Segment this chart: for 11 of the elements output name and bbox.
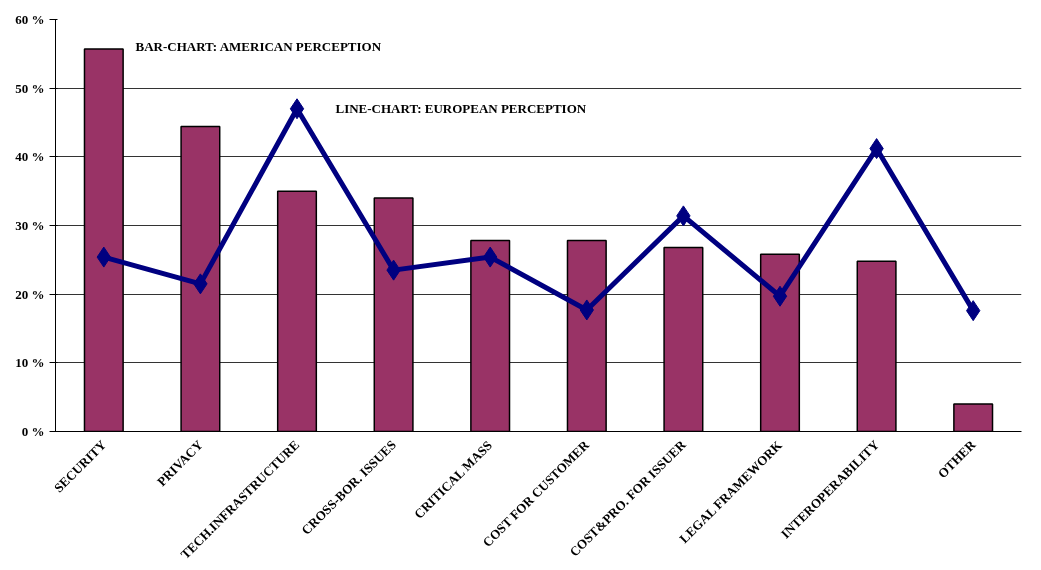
- y-tick-label: 20 %: [15, 286, 45, 302]
- annotation: BAR-CHART: AMERICAN PERCEPTION: [135, 38, 382, 54]
- y-tick-label: 30 %: [15, 218, 45, 233]
- y-tick-label: 40 %: [15, 149, 45, 165]
- annotation: LINE-CHART: EUROPEAN PERCEPTION: [335, 100, 587, 116]
- y-tick-label: 10 %: [15, 355, 45, 371]
- y-tick-label: 50 %: [15, 80, 45, 96]
- point: [289, 98, 305, 120]
- y-tick-label: 0 %: [21, 424, 45, 439]
- point: [772, 285, 788, 307]
- y-tick-label: 60 %: [15, 12, 45, 27]
